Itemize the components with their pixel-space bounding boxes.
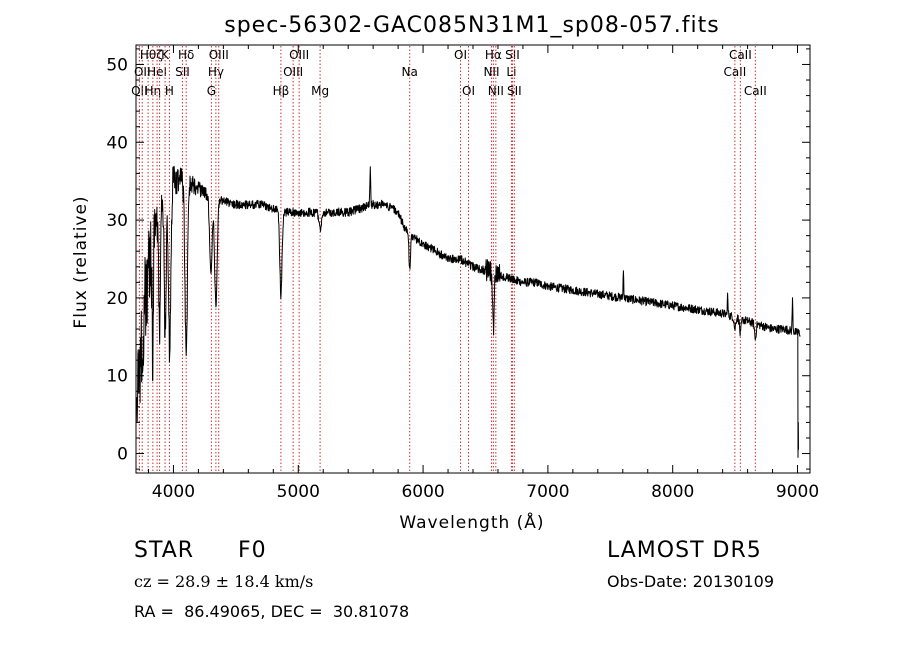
x-axis-label: Wavelength (Å) <box>399 511 544 533</box>
line-marker-label: ζ <box>156 48 163 62</box>
plot-frame <box>135 44 811 474</box>
line-marker-label: SII <box>507 84 522 98</box>
line-marker-label: OII <box>134 65 151 79</box>
x-tick-label: 5000 <box>277 482 320 502</box>
line-marker-label: Hθ <box>140 48 156 62</box>
object-class: STAR <box>134 538 195 563</box>
y-tick-label: 30 <box>106 211 128 231</box>
line-marker-label: OIII <box>283 65 303 79</box>
line-marker-label: CaII <box>723 65 746 79</box>
x-tick-label: 9000 <box>776 482 819 502</box>
object-subclass: F0 <box>238 538 267 563</box>
line-marker-label: Li <box>506 65 516 79</box>
coordinates-readout: RA = 86.49065, DEC = 30.81078 <box>134 602 410 621</box>
line-marker-label: NII <box>488 84 504 98</box>
line-marker-label: CaII <box>729 48 752 62</box>
x-tick-label: 8000 <box>651 482 694 502</box>
line-marker-label: SII <box>175 65 190 79</box>
line-marker-label: OIII <box>289 48 309 62</box>
line-marker-label: Hδ <box>178 48 194 62</box>
x-tick-label: 4000 <box>152 482 195 502</box>
y-tick-label: 0 <box>117 445 128 465</box>
line-marker-label: Na <box>402 65 418 79</box>
survey-name: LAMOST DR5 <box>607 538 762 563</box>
line-marker-label: Hγ <box>208 65 224 79</box>
line-marker-label: SII <box>505 48 520 62</box>
chart-title: spec-56302-GAC085N31M1_sp08-057.fits <box>224 13 720 38</box>
line-marker-label: Hη <box>145 84 162 98</box>
line-marker-label: H <box>165 84 174 98</box>
line-marker-label: Hα <box>485 48 502 62</box>
spectrum-layer <box>136 165 801 458</box>
observation-date: Obs-Date: 20130109 <box>607 572 775 591</box>
redshift-readout: cz = 28.9 ± 18.4 km/s <box>134 572 314 591</box>
line-marker-label: OI <box>462 84 475 98</box>
y-tick-label: 20 <box>106 289 128 309</box>
x-tick-label: 6000 <box>401 482 444 502</box>
line-marker-label: Hβ <box>273 84 290 98</box>
line-marker-label: CaII <box>744 84 767 98</box>
y-tick-label: 40 <box>106 133 128 153</box>
y-tick-label: 10 <box>106 367 128 387</box>
x-tick-label: 7000 <box>526 482 569 502</box>
line-marker-label: K <box>161 48 170 62</box>
y-tick-label: 50 <box>106 55 128 75</box>
y-axis: 0 10 20 30 40 50 <box>106 48 810 470</box>
line-marker-layer: OIIOIIHθHηHeIζKHSIIHδGHγOIIIHβOIIIOIIIMg… <box>131 46 767 472</box>
line-marker-label: G <box>207 84 216 98</box>
x-axis: 4000 5000 6000 7000 8000 9000 <box>147 45 819 502</box>
line-marker-label: OIII <box>209 48 229 62</box>
line-marker-label: Mg <box>311 84 329 98</box>
y-axis-label: Flux (relative) <box>71 195 91 328</box>
line-marker-label: HeI <box>147 65 167 79</box>
line-marker-label: OI <box>454 48 467 62</box>
spectrum-series-line <box>136 165 801 458</box>
line-marker-label: NII <box>483 65 499 79</box>
line-marker-label: OII <box>131 84 148 98</box>
